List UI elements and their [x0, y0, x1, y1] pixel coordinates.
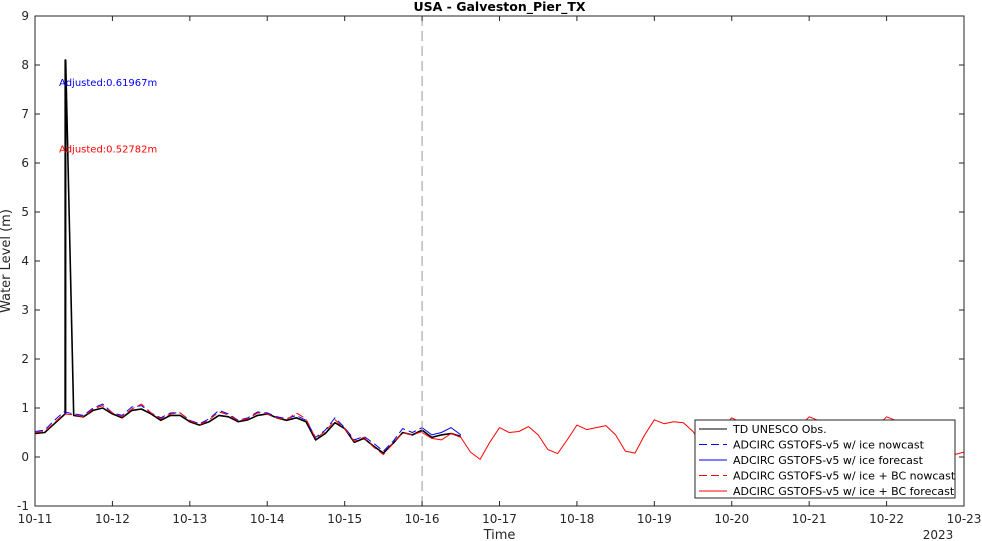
y-tick-label: 8	[21, 58, 29, 72]
x-tick-label: 10-19	[637, 512, 672, 526]
y-tick-label: 4	[21, 254, 29, 268]
y-tick-label: 0	[21, 450, 29, 464]
x-tick-label: 10-18	[559, 512, 594, 526]
year-label: 2023	[923, 528, 954, 541]
x-tick-label: 10-12	[95, 512, 130, 526]
y-tick-label: -1	[17, 499, 29, 513]
series-line-4	[34, 403, 423, 456]
y-axis-label: Water Level (m)	[0, 209, 14, 313]
adjusted-annotation: Adjusted:0.52782m	[59, 144, 157, 155]
legend-entry: ADCIRC GSTOFS-v5 w/ ice forecast	[733, 454, 924, 467]
x-tick-label: 10-15	[327, 512, 362, 526]
x-tick-label: 10-13	[172, 512, 207, 526]
series-line-1	[34, 59, 462, 454]
chart-title: USA - Galveston_Pier_TX	[414, 0, 586, 15]
annotation-layer: Adjusted:0.61967m Adjusted:0.52782m	[59, 78, 157, 155]
y-tick-label: 6	[21, 156, 29, 170]
legend-entry: TD UNESCO Obs.	[732, 423, 827, 436]
x-tick-label: 10-14	[250, 512, 285, 526]
tick-layer: 10-11 10-12 10-13 10-14 10-15 10-16 10-17 10-18…	[17, 9, 981, 526]
y-tick-label: 9	[21, 9, 29, 23]
series-line-3	[421, 427, 462, 436]
y-tick-label: 1	[21, 401, 29, 415]
series-line-2	[34, 403, 423, 452]
legend-entry: ADCIRC GSTOFS-v5 w/ ice + BC nowcast	[733, 470, 956, 483]
x-tick-label: 10-23	[947, 512, 982, 526]
x-tick-label: 10-21	[792, 512, 827, 526]
x-tick-label: 10-16	[405, 512, 440, 526]
legend: TD UNESCO Obs. ADCIRC GSTOFS-v5 w/ ice no…	[694, 419, 956, 499]
x-tick-label: 10-20	[714, 512, 749, 526]
x-tick-label: 10-22	[869, 512, 904, 526]
x-axis-label: Time	[483, 528, 516, 541]
x-tick-label: 10-17	[482, 512, 517, 526]
y-tick-label: 3	[21, 303, 29, 317]
y-tick-label: 5	[21, 205, 29, 219]
legend-entry: ADCIRC GSTOFS-v5 w/ ice + BC forecast	[733, 485, 955, 498]
y-tick-label: 2	[21, 352, 29, 366]
x-tick-label: 10-11	[18, 512, 53, 526]
legend-entry: ADCIRC GSTOFS-v5 w/ ice nowcast	[733, 439, 925, 452]
adjusted-annotation: Adjusted:0.61967m	[59, 78, 157, 89]
y-tick-label: 7	[21, 107, 29, 121]
legend-box	[694, 419, 956, 499]
